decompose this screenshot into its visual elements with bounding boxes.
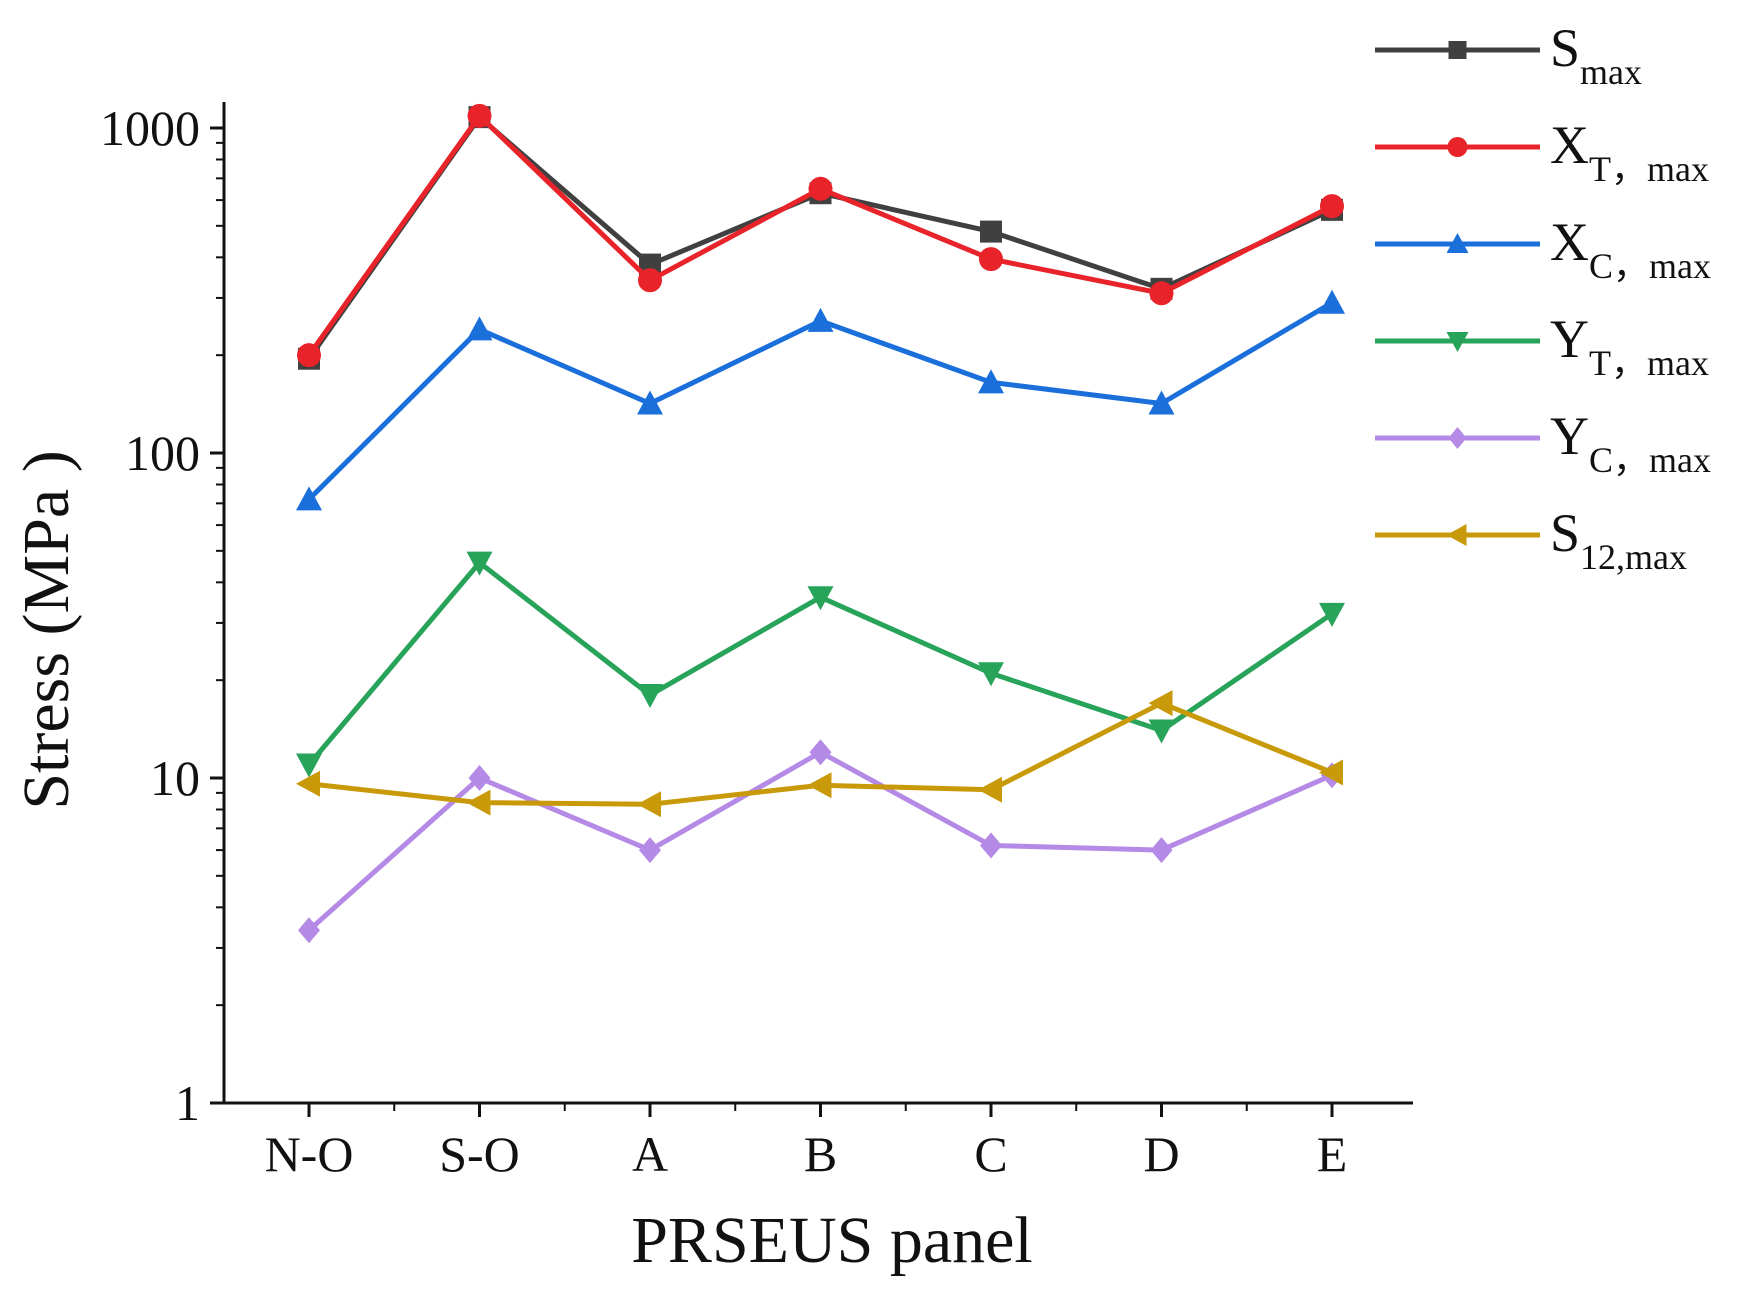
legend-entry: YC，max	[1375, 406, 1711, 480]
data-point	[1148, 690, 1173, 717]
data-point	[296, 770, 320, 797]
legend-entry: XC，max	[1375, 212, 1711, 286]
x-ticks: N-O S-O A B C D E	[265, 1103, 1348, 1182]
data-point	[296, 753, 322, 778]
x-tick-label: A	[632, 1126, 668, 1182]
y-tick-label: 1	[175, 1075, 200, 1131]
y-tick-label: 10	[150, 750, 200, 806]
data-point	[637, 390, 663, 415]
data-point	[637, 791, 661, 818]
legend-label-subscript: max	[1580, 52, 1642, 92]
series-yt-max	[296, 551, 1345, 778]
series-line	[307, 300, 1334, 502]
x-axis-title: PRSEUS panel	[631, 1204, 1033, 1277]
axes	[222, 102, 1413, 1105]
data-point	[638, 268, 662, 293]
data-point	[1320, 194, 1344, 219]
y-axis-title: Stress (MPa )	[10, 450, 83, 809]
legend-marker	[1446, 332, 1469, 352]
legend-label-subscript: T，max	[1589, 149, 1709, 189]
y-tick-label: 1000	[100, 100, 200, 156]
legend-marker	[1446, 233, 1469, 253]
data-point	[1150, 837, 1173, 864]
series-yc-max	[298, 739, 1343, 944]
legend-label: XC，max	[1550, 212, 1711, 286]
data-point	[1319, 602, 1345, 627]
legend-label: YC，max	[1550, 406, 1711, 480]
x-tick-label: D	[1143, 1126, 1179, 1182]
data-point	[980, 832, 1002, 859]
data-point	[298, 917, 320, 944]
data-point	[807, 307, 834, 332]
data-point	[809, 739, 832, 766]
legend-marker	[1448, 427, 1467, 449]
data-point	[1148, 390, 1175, 415]
data-point	[637, 684, 663, 709]
data-point	[1319, 759, 1343, 786]
legend-label-subscript: C，max	[1589, 246, 1711, 286]
data-point	[467, 103, 492, 128]
y-tick-label: 100	[125, 425, 200, 481]
data-point	[979, 247, 1003, 272]
data-point	[978, 369, 1004, 394]
data-point	[466, 551, 493, 576]
data-point	[466, 316, 493, 341]
series-xc-max	[296, 289, 1345, 511]
data-point	[978, 662, 1004, 687]
legend-entry: S12,max	[1375, 503, 1687, 577]
y-ticks: 1 10 100 1000	[100, 100, 224, 1131]
data-point	[807, 586, 834, 611]
data-point	[1149, 281, 1174, 306]
legend-label: S12,max	[1550, 503, 1687, 577]
legend-entry: YT，max	[1375, 309, 1709, 383]
legend-label-subscript: 12,max	[1580, 537, 1687, 577]
legend-entry: XT，max	[1375, 115, 1709, 189]
series-xt-max	[297, 103, 1344, 368]
data-point	[978, 776, 1002, 803]
data-point	[296, 486, 322, 511]
data-point	[639, 837, 661, 864]
data-point	[468, 765, 491, 791]
legend-entry: Smax	[1375, 18, 1642, 92]
x-tick-label: B	[804, 1126, 837, 1182]
x-tick-label: E	[1317, 1126, 1348, 1182]
data-point	[1319, 289, 1345, 314]
data-point	[980, 220, 1002, 243]
data-point	[466, 789, 491, 816]
legend-label-subscript: C，max	[1589, 440, 1711, 480]
x-tick-label: S-O	[439, 1126, 520, 1182]
legend-label: YT，max	[1550, 309, 1709, 383]
legend-marker	[1446, 524, 1467, 546]
data-point	[808, 176, 833, 201]
data-point	[1148, 719, 1175, 744]
series-layer	[296, 103, 1345, 944]
x-tick-label: N-O	[265, 1126, 354, 1182]
legend-label-subscript: T，max	[1589, 343, 1709, 383]
legend-label: Smax	[1550, 18, 1642, 92]
series-s12-max	[296, 690, 1343, 818]
legend-marker	[1448, 41, 1467, 59]
data-point	[807, 772, 832, 799]
legend: Smax XT，max XC，max YT，max YC，max S12,max	[1375, 18, 1711, 577]
legend-marker	[1447, 137, 1468, 157]
legend-label: XT，max	[1550, 115, 1709, 189]
x-tick-label: C	[974, 1126, 1007, 1182]
data-point	[297, 343, 321, 368]
